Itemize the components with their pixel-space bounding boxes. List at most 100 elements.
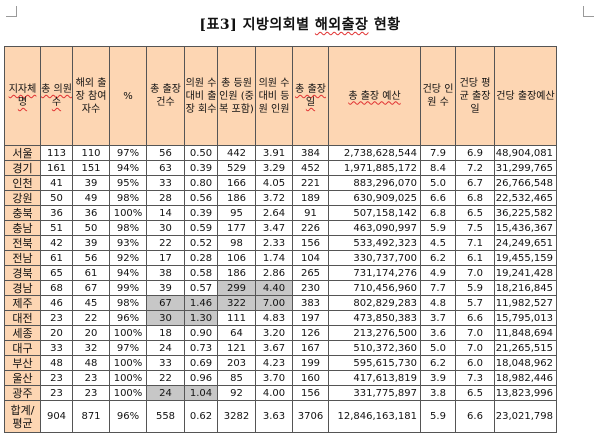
table-cell: 3.67 — [255, 340, 293, 356]
table-row: 광주 23 23 100% 24 1.04 92 4.00 156 331,775,897 3.8 6… — [4, 385, 557, 401]
table-cell: 166 — [217, 175, 256, 191]
table-cell: 7.2 — [455, 160, 495, 176]
table-title: [표3] 지방의회별 해외출장 현황 — [0, 14, 600, 34]
table-cell: 113 — [40, 145, 73, 161]
table-cell: 61 — [72, 265, 110, 281]
table-cell: 3.29 — [255, 160, 293, 176]
region-name-cell: 경북 — [4, 265, 41, 281]
table-cell: 50 — [72, 220, 110, 236]
table-cell: 23,021,798 — [494, 400, 557, 433]
table-cell: 1.04 — [184, 385, 218, 401]
table-cell: 0.96 — [184, 370, 218, 386]
table-cell: 67 — [146, 295, 185, 311]
table-cell: 111 — [217, 310, 256, 326]
table-cell: 3.47 — [255, 220, 293, 236]
table-cell: 41 — [40, 175, 73, 191]
table-cell: 19,455,159 — [494, 250, 557, 266]
table-cell: 417,613,819 — [328, 370, 421, 386]
table-cell: 2.64 — [255, 205, 293, 221]
table-cell: 97% — [109, 340, 147, 356]
table-row: 울산 23 23 100% 22 0.96 85 3.70 160 417,613,819 3.9 7… — [4, 370, 557, 386]
table-cell: 61 — [40, 250, 73, 266]
table-cell: 42 — [40, 235, 73, 251]
table-cell: 6.7 — [455, 175, 495, 191]
table-cell: 33 — [146, 355, 185, 371]
column-header: 지자체명 — [4, 46, 41, 146]
table-cell: 331,775,897 — [328, 385, 421, 401]
table-cell: 4.83 — [255, 310, 293, 326]
table-cell: 6.9 — [455, 145, 495, 161]
page-corner-mark — [6, 6, 17, 17]
table-cell: 45 — [72, 295, 110, 311]
table-cell: 161 — [40, 160, 73, 176]
table-cell: 46 — [40, 295, 73, 311]
table-cell: 56 — [72, 250, 110, 266]
table-cell: 96% — [109, 400, 147, 433]
table-cell: 31,299,765 — [494, 160, 557, 176]
table-cell: 510,372,360 — [328, 340, 421, 356]
table-cell: 6.2 — [420, 355, 456, 371]
table-cell: 6.5 — [455, 205, 495, 221]
table-cell: 98% — [109, 295, 147, 311]
table-cell: 156 — [292, 235, 329, 251]
table-cell: 1,971,885,172 — [328, 160, 421, 176]
table-cell: 100% — [109, 205, 147, 221]
table-cell: 533,492,323 — [328, 235, 421, 251]
table-cell: 39 — [72, 235, 110, 251]
table-cell: 4.23 — [255, 355, 293, 371]
table-cell: 1.46 — [184, 295, 218, 311]
table-cell: 452 — [292, 160, 329, 176]
column-header: % — [109, 46, 147, 146]
table-cell: 17 — [146, 250, 185, 266]
table-cell: 7.9 — [420, 145, 456, 161]
table-cell: 121 — [217, 340, 256, 356]
table-row: 인천 41 39 95% 33 0.80 166 4.05 221 883,296,070 5.0 6… — [4, 175, 557, 191]
table-cell: 226 — [292, 220, 329, 236]
table-cell: 48,904,081 — [494, 145, 557, 161]
column-header: 총 등원 인원 (중복 포함) — [217, 46, 256, 146]
table-cell: 2.33 — [255, 235, 293, 251]
table-cell: 19,241,428 — [494, 265, 557, 281]
table-cell: 92 — [217, 385, 256, 401]
region-name-cell: 인천 — [4, 175, 41, 191]
table-cell: 22 — [146, 370, 185, 386]
table-cell: 4.9 — [420, 265, 456, 281]
table-row: 경기 161 151 94% 63 0.39 529 3.29 452 1,971,885,172… — [4, 160, 557, 176]
table-cell: 24 — [146, 385, 185, 401]
table-cell: 7.0 — [455, 265, 495, 281]
table-cell: 91 — [292, 205, 329, 221]
column-header: 건당 평균 출장 일 — [455, 46, 495, 146]
table-cell: 23 — [40, 370, 73, 386]
table-cell: 3.91 — [255, 145, 293, 161]
table-cell: 98 — [217, 235, 256, 251]
table-cell: 151 — [72, 160, 110, 176]
table-cell: 167 — [292, 340, 329, 356]
column-header: 의원 수 대비 출장 회수 — [184, 46, 218, 146]
table-cell: 156 — [292, 385, 329, 401]
table-cell: 95 — [217, 205, 256, 221]
table-cell: 904 — [40, 400, 73, 433]
title-suffix: 현황 — [368, 17, 401, 33]
region-name-cell: 부산 — [4, 355, 41, 371]
table-cell: 12,846,163,181 — [328, 400, 421, 433]
table-cell: 5.9 — [420, 220, 456, 236]
table-row: 강원 50 49 98% 28 0.56 186 3.72 189 630,909,025 6.6 6… — [4, 190, 557, 206]
table-cell: 630,909,025 — [328, 190, 421, 206]
table-row: 대전 23 22 96% 30 1.30 111 4.83 197 473,850,383 3.7 6… — [4, 310, 557, 326]
table-cell: 48 — [40, 355, 73, 371]
table-cell: 463,090,997 — [328, 220, 421, 236]
table-cell: 186 — [217, 265, 256, 281]
table-cell: 384 — [292, 145, 329, 161]
table-cell: 5.9 — [420, 400, 456, 433]
table-cell: 85 — [217, 370, 256, 386]
table-cell: 213,276,500 — [328, 325, 421, 341]
table-cell: 24 — [146, 340, 185, 356]
table-cell: 96% — [109, 310, 147, 326]
table-cell: 28 — [146, 190, 185, 206]
table-cell: 65 — [40, 265, 73, 281]
table-cell: 30 — [146, 220, 185, 236]
column-header: 해외 출장 참여 자수 — [72, 46, 110, 146]
table-cell: 8.4 — [420, 160, 456, 176]
table-row: 경남 68 67 99% 39 0.57 299 4.40 230 710,456,960 7.7 5… — [4, 280, 557, 296]
table-cell: 883,296,070 — [328, 175, 421, 191]
